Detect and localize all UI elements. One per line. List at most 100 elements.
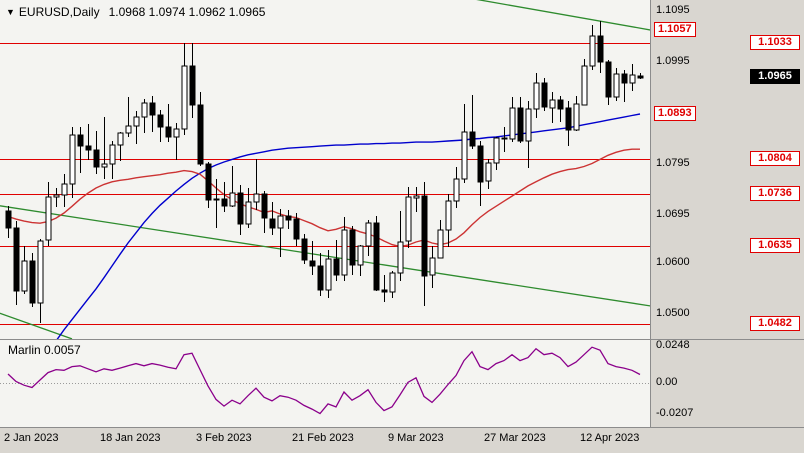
candle-body	[437, 229, 444, 259]
candle-body	[165, 126, 172, 138]
panel-divider[interactable]	[0, 339, 804, 340]
time-axis-label: 18 Jan 2023	[100, 432, 161, 444]
candle-body	[525, 108, 532, 142]
price-chart-area[interactable]: ▼ EURUSD,Daily 1.0968 1.0974 1.0962 1.0965	[0, 0, 650, 339]
candle-body	[485, 162, 492, 182]
candle-body	[493, 137, 500, 164]
candle-body	[69, 134, 76, 185]
candle-body	[205, 163, 212, 201]
candle-body	[45, 196, 52, 241]
candle-body	[357, 245, 364, 266]
candle-body	[533, 82, 540, 110]
price-axis-label: 1.0500	[656, 307, 690, 320]
candle-body	[269, 218, 276, 229]
price-axis-label: 1.0600	[656, 256, 690, 269]
candle-body	[605, 61, 612, 98]
candle-body	[445, 200, 452, 231]
main-descending-trendline[interactable]	[0, 205, 650, 307]
candle-body	[189, 65, 196, 106]
candle-body	[109, 144, 116, 165]
ohlc-quote: 1.0968 1.0974 1.0962 1.0965	[108, 5, 266, 19]
indicator-svg	[0, 346, 650, 415]
candle-body	[277, 215, 284, 229]
price-axis-label: 1.0995	[656, 55, 690, 67]
candle-body	[637, 75, 644, 79]
price-axis-divider	[650, 0, 651, 428]
candle-body	[501, 137, 508, 140]
candle-body	[53, 194, 60, 198]
upper-descending-trendline[interactable]	[464, 0, 650, 31]
candle-body	[301, 238, 308, 261]
candle-body	[253, 193, 260, 203]
candle-body	[557, 99, 564, 110]
candle-body	[349, 229, 356, 266]
candle-body	[173, 128, 180, 138]
indicator-axis-label: 0.00	[656, 376, 678, 388]
candle-body	[229, 192, 236, 207]
chart-header: ▼ EURUSD,Daily 1.0968 1.0974 1.0962 1.0965	[6, 5, 265, 19]
candle-body	[221, 198, 228, 207]
time-axis-label: 12 Apr 2023	[580, 432, 640, 444]
lower-left-trendline[interactable]	[0, 312, 73, 339]
time-axis-label: 9 Mar 2023	[388, 432, 444, 444]
candle-body	[589, 35, 596, 67]
current-price-tag: 1.0965	[750, 69, 800, 85]
candle-body	[317, 265, 324, 291]
candle-body	[397, 241, 404, 274]
price-chart-svg	[0, 0, 650, 339]
time-axis-label: 27 Mar 2023	[484, 432, 546, 444]
candle-body	[413, 195, 420, 199]
level-price-tag: 1.0635	[750, 237, 800, 253]
time-axis-label: 21 Feb 2023	[292, 432, 354, 444]
symbol-dropdown-icon[interactable]: ▼	[6, 7, 15, 17]
candle-body	[461, 131, 468, 180]
candle-body	[333, 258, 340, 276]
level-price-tag: 1.1033	[750, 34, 800, 50]
candle-body	[621, 73, 628, 84]
candle-body	[61, 183, 68, 196]
line-value-tag: 1.0893	[654, 106, 696, 122]
candle-body	[197, 104, 204, 165]
line-value-tag: 1.1057	[654, 22, 696, 38]
candle-body	[453, 178, 460, 202]
level-price-tag: 1.0736	[750, 186, 800, 202]
candle-body	[509, 107, 516, 140]
indicator-panel[interactable]: Marlin 0.0057	[0, 340, 650, 427]
candle-body	[341, 229, 348, 276]
ma-slow-blue	[56, 113, 641, 339]
candle-body	[141, 102, 148, 118]
price-axis[interactable]: 1.10951.09951.08951.07951.06951.06001.05…	[651, 0, 804, 428]
time-axis-divider	[0, 427, 804, 428]
time-axis[interactable]: 2 Jan 2023 18 Jan 2023 3 Feb 2023 21 Feb 20…	[0, 428, 651, 453]
level-price-tag: 1.0804	[750, 151, 800, 167]
candle-body	[93, 149, 100, 168]
candle-body	[181, 65, 188, 130]
indicator-label: Marlin 0.0057	[8, 343, 81, 357]
candle-body	[117, 132, 124, 146]
candle-body	[213, 198, 220, 201]
candle-body	[381, 289, 388, 293]
candle-body	[261, 193, 268, 219]
candle-body	[517, 107, 524, 142]
time-axis-label: 2 Jan 2023	[4, 432, 59, 444]
candle-body	[101, 163, 108, 168]
candle-body	[309, 260, 316, 267]
marlin-indicator-line	[7, 346, 641, 415]
ma-fast-red	[7, 148, 640, 248]
price-axis-label: 1.1095	[656, 4, 690, 16]
candle-body	[573, 103, 580, 131]
candle-body	[597, 35, 604, 63]
candle-body	[389, 272, 396, 293]
candle-body	[37, 240, 44, 304]
candle-body	[245, 201, 252, 225]
candle-body	[237, 192, 244, 225]
candle-body	[629, 74, 636, 84]
candle-body	[405, 196, 412, 242]
candle-body	[477, 145, 484, 183]
candles	[5, 21, 644, 323]
candle-body	[325, 258, 332, 291]
candle-body	[293, 218, 300, 240]
candle-body	[549, 99, 556, 109]
candle-body	[373, 222, 380, 291]
